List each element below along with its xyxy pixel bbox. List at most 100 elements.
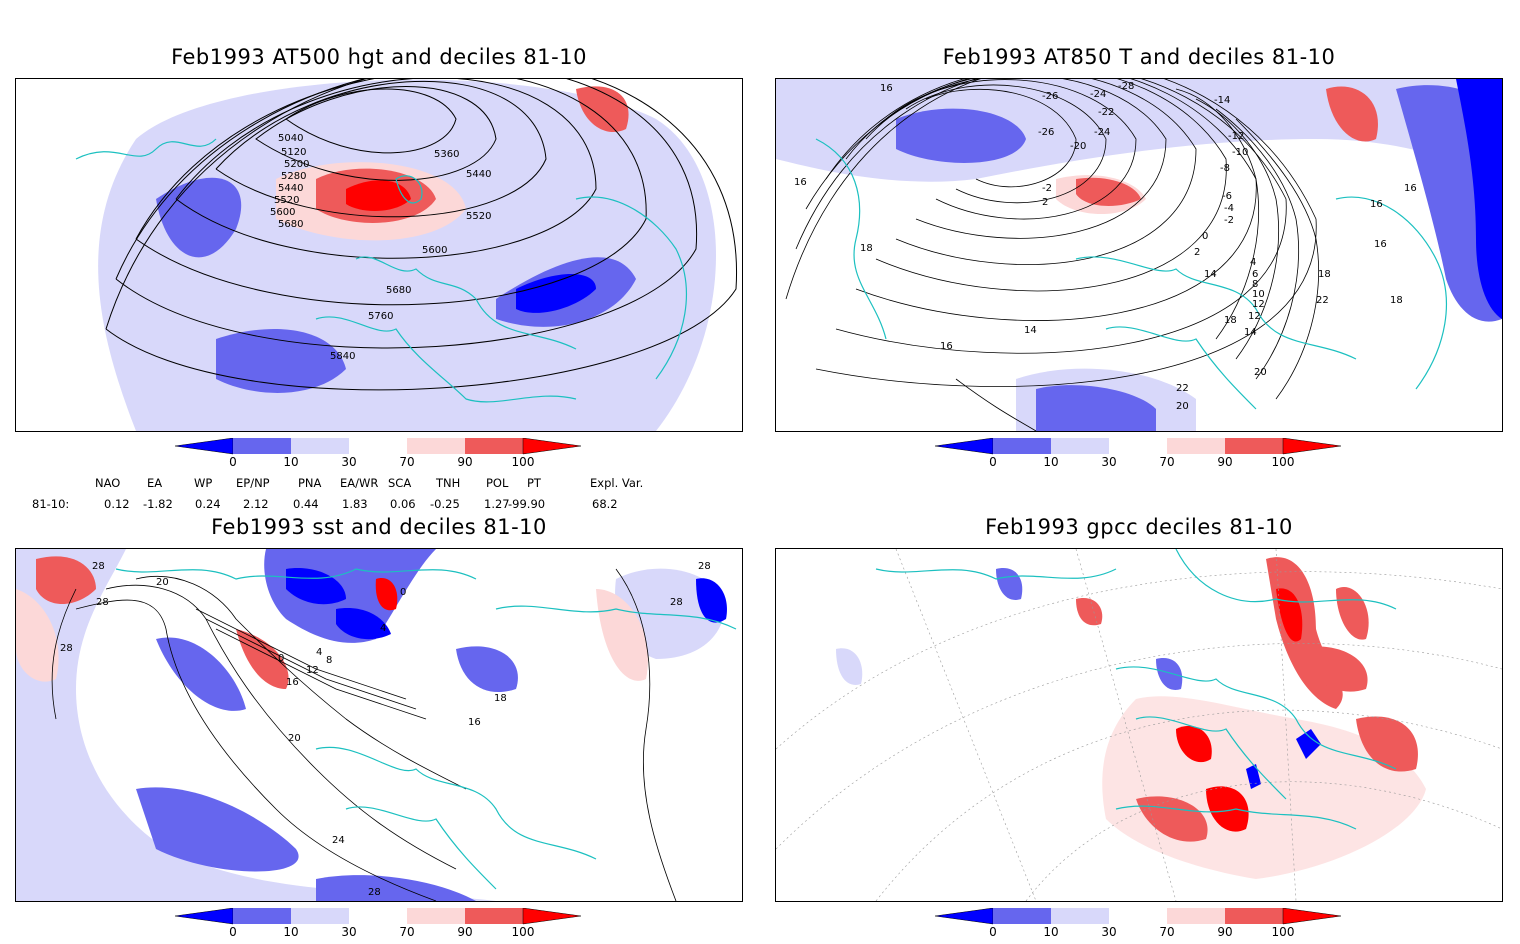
svg-text:5520: 5520 <box>466 211 491 222</box>
index-header-pol: POL <box>486 476 509 490</box>
colorbar-upper-extend <box>1282 437 1342 455</box>
colorbar-lower-extend <box>174 437 234 455</box>
svg-text:18: 18 <box>860 243 873 254</box>
svg-text:5600: 5600 <box>270 207 295 218</box>
colorbar-tick-label: 10 <box>283 455 299 469</box>
svg-text:8: 8 <box>326 655 332 666</box>
svg-text:-26: -26 <box>1038 127 1054 138</box>
svg-text:16: 16 <box>1404 183 1417 194</box>
index-header-epnp: EP/NP <box>236 476 270 490</box>
svg-text:16: 16 <box>286 677 299 688</box>
svg-text:5280: 5280 <box>281 171 306 182</box>
colorbar-tick-label: 30 <box>1101 925 1117 939</box>
svg-text:28: 28 <box>60 643 73 654</box>
svg-text:-10: -10 <box>1232 147 1248 158</box>
svg-text:6: 6 <box>1252 269 1258 280</box>
colorbar-swatches <box>934 907 1342 925</box>
map-gpcc-svg <box>776 549 1502 901</box>
index-header-pt: PT <box>527 476 541 490</box>
map-panel-sst: 28 28 28 20 0 4 8 12 16 20 24 28 4 0 16 … <box>15 548 743 902</box>
colorbar-tick-label: 70 <box>1159 455 1175 469</box>
colorbar-tick-label: 100 <box>511 925 535 939</box>
map-sst-svg: 28 28 28 20 0 4 8 12 16 20 24 28 4 0 16 … <box>16 549 742 901</box>
colorbar-segment <box>465 908 523 924</box>
svg-text:-20: -20 <box>1070 141 1086 152</box>
colorbar-swatches <box>174 907 582 925</box>
sst-contours <box>51 568 677 901</box>
index-value-nao: 0.12 <box>104 497 130 511</box>
index-value-sca: 0.06 <box>390 497 416 511</box>
index-value-ea: -1.82 <box>143 497 173 511</box>
index-value-pol: 1.27 <box>484 497 510 511</box>
svg-text:12: 12 <box>1248 311 1261 322</box>
colorbar-segment <box>1225 438 1283 454</box>
colorbar-segment <box>993 438 1051 454</box>
svg-text:28: 28 <box>670 597 683 608</box>
teleconnection-indices-table: NAO EA WP EP/NP PNA EA/WR SCA TNH POL PT… <box>0 472 760 512</box>
sst-contour-labels: 28 28 28 20 0 4 8 12 16 20 24 28 4 0 16 … <box>60 561 711 898</box>
svg-text:-4: -4 <box>1224 203 1234 214</box>
colorbar-segment <box>407 438 465 454</box>
colorbar-tick-label: 90 <box>457 455 473 469</box>
svg-text:16: 16 <box>468 717 481 728</box>
colorbar-segment <box>233 438 291 454</box>
sst-coastlines <box>115 568 737 890</box>
index-value-tnh: -0.25 <box>430 497 460 511</box>
hgt500-contour-labels: 5040 5120 5200 5280 5360 5440 5520 5600 … <box>270 133 491 362</box>
hgt500-coastlines <box>75 138 687 403</box>
svg-text:8: 8 <box>1252 279 1258 290</box>
index-value-explvar: 68.2 <box>592 497 618 511</box>
map-panel-gpcc <box>775 548 1503 902</box>
colorbar-tick-label: 0 <box>229 925 237 939</box>
colorbar-segment <box>1051 438 1109 454</box>
svg-text:-24: -24 <box>1094 127 1110 138</box>
index-header-ea: EA <box>147 476 163 490</box>
svg-text:22: 22 <box>1176 383 1189 394</box>
svg-text:-28: -28 <box>1118 81 1134 92</box>
colorbar-tick-label: 0 <box>989 925 997 939</box>
svg-text:-8: -8 <box>1220 163 1230 174</box>
svg-text:14: 14 <box>1244 327 1257 338</box>
svg-text:-2: -2 <box>1042 183 1052 194</box>
svg-text:-26: -26 <box>1042 91 1058 102</box>
svg-text:5440: 5440 <box>278 183 303 194</box>
svg-text:0: 0 <box>278 653 284 664</box>
index-value-eawr: 1.83 <box>342 497 368 511</box>
colorbar-segment <box>1109 438 1167 454</box>
svg-text:14: 14 <box>1204 269 1217 280</box>
colorbar-segment <box>349 908 407 924</box>
colorbar-tick-label: 90 <box>1217 925 1233 939</box>
index-header-sca: SCA <box>388 476 412 490</box>
colorbar-bottom-left: 0 10 30 70 90 100 <box>174 907 595 944</box>
svg-text:16: 16 <box>880 83 893 94</box>
svg-text:24: 24 <box>332 835 345 846</box>
index-header-wp: WP <box>194 476 213 490</box>
panel-title-t850: Feb1993 AT850 T and deciles 81-10 <box>942 45 1336 69</box>
colorbar-tick-label: 70 <box>399 455 415 469</box>
hgt500-contours <box>105 79 737 391</box>
index-header-eawr: EA/WR <box>340 476 379 490</box>
colorbar-segment <box>1167 908 1225 924</box>
gpcc-gridlines <box>776 549 1502 901</box>
panel-title-hgt500: Feb1993 AT500 hgt and deciles 81-10 <box>171 45 587 69</box>
colorbar-tick-label: 0 <box>989 455 997 469</box>
index-header-explvar: Expl. Var. <box>590 476 644 490</box>
svg-text:18: 18 <box>1318 269 1331 280</box>
svg-text:5760: 5760 <box>368 311 393 322</box>
colorbar-segment <box>349 438 407 454</box>
colorbar-top-right: 0 10 30 70 90 100 <box>934 437 1355 474</box>
colorbar-tick-label: 100 <box>1271 455 1295 469</box>
svg-text:2: 2 <box>1042 197 1048 208</box>
svg-text:14: 14 <box>1024 325 1037 336</box>
svg-text:5680: 5680 <box>386 285 411 296</box>
svg-text:-24: -24 <box>1090 89 1106 100</box>
t850-contours <box>785 79 1319 431</box>
svg-text:0: 0 <box>1202 231 1208 242</box>
colorbar-tick-label: 30 <box>341 925 357 939</box>
map-panel-t850: 16 16 18 16 14 16 -26 -24 -28 -26 -24 -2… <box>775 78 1503 432</box>
colorbar-tick-label: 10 <box>1043 925 1059 939</box>
svg-text:-2: -2 <box>1224 215 1234 226</box>
svg-text:5040: 5040 <box>278 133 303 144</box>
svg-text:28: 28 <box>92 561 105 572</box>
colorbar-tick-label: 0 <box>229 455 237 469</box>
